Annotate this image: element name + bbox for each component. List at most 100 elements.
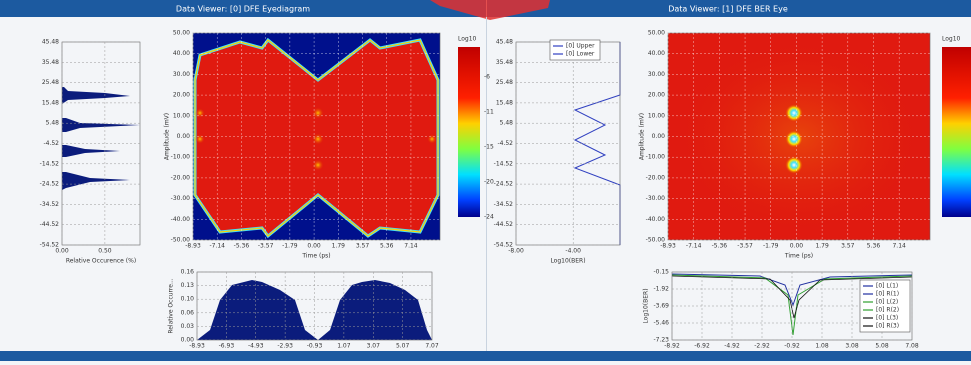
x-tick-label: -0.92 — [784, 343, 800, 350]
colorbar-tick-label: -11 — [484, 109, 494, 116]
y-tick-label: -24.52 — [494, 181, 514, 188]
y-tick-label: -5.46 — [653, 320, 669, 327]
y-tick-label: 5.48 — [500, 120, 514, 127]
y-tick-label: 50.00 — [648, 30, 665, 37]
y-tick-label: -24.52 — [40, 181, 60, 188]
eye-spot — [312, 133, 324, 145]
x-axis-title: Relative Occurence (%) — [66, 258, 136, 265]
x-tick-label: 1.07 — [337, 343, 351, 350]
colorbar-tick-label: -24 — [484, 214, 494, 221]
y-tick-label: -0.15 — [653, 269, 669, 276]
y-tick-label: 20.00 — [173, 92, 190, 99]
x-tick-label: 3.07 — [367, 343, 381, 350]
y-tick-label: 0.00 — [652, 133, 666, 140]
legend-label: [0] L(3) — [876, 315, 898, 322]
x-tick-label: -7.14 — [686, 243, 702, 250]
y-axis-title: Amplitude (mV) — [639, 113, 646, 160]
y-tick-label: -30.00 — [171, 195, 191, 202]
legend-label: [0] Upper — [566, 43, 595, 50]
colorbar — [942, 47, 971, 217]
y-axis-title: Relative Occurre... — [168, 278, 175, 333]
y-axis-title: Amplitude (mV) — [164, 113, 171, 160]
eye-spot — [427, 134, 437, 144]
colorbar-tick-label: -6 — [484, 74, 490, 81]
y-tick-label: -14.52 — [494, 160, 514, 167]
x-tick-label: 0.00 — [790, 243, 804, 250]
x-tick-label: -5.36 — [234, 243, 250, 250]
x-tick-label: 5.08 — [875, 343, 889, 350]
x-tick-label: -6.93 — [219, 343, 235, 350]
x-tick-label: -2.93 — [277, 343, 293, 350]
y-tick-label: -7.23 — [653, 337, 669, 344]
y-tick-label: -4.52 — [497, 140, 513, 147]
divider — [486, 17, 487, 351]
eye-spot — [195, 108, 205, 118]
panel-title: Data Viewer: [0] DFE Eyediagram — [176, 5, 310, 14]
y-tick-label: 0.10 — [181, 296, 195, 303]
status-bar — [0, 351, 971, 361]
y-tick-label: -40.00 — [171, 216, 191, 223]
y-tick-label: -50.00 — [171, 237, 191, 244]
x-tick-label: -2.92 — [754, 343, 770, 350]
y-tick-label: 20.00 — [648, 92, 665, 99]
colorbar — [458, 47, 480, 217]
x-tick-label: 3.08 — [845, 343, 859, 350]
colorbar-title: Log10 — [942, 36, 961, 43]
y-axis-title: Log10(BER) — [643, 288, 650, 323]
x-axis-title: Time (ps) — [301, 253, 330, 260]
y-tick-label: 0.00 — [181, 337, 195, 344]
legend-label: [0] L(2) — [876, 299, 898, 306]
x-tick-label: 0.00 — [55, 248, 69, 255]
legend-box — [859, 279, 911, 333]
ber-curve — [671, 275, 913, 319]
x-tick-label: -3.57 — [737, 243, 753, 250]
x-tick-label: -4.00 — [565, 248, 581, 255]
y-tick-label: -1.92 — [653, 286, 669, 293]
x-tick-label: 3.57 — [356, 243, 370, 250]
y-tick-label: -34.52 — [40, 201, 60, 208]
ber-spot — [785, 130, 803, 148]
panel-title: Data Viewer: [1] DFE BER Eye — [668, 5, 788, 14]
y-tick-label: 25.48 — [42, 79, 59, 86]
y-tick-label: 50.00 — [173, 30, 190, 37]
y-tick-label: -14.52 — [40, 160, 60, 167]
x-tick-label: 5.36 — [867, 243, 881, 250]
red-arrow — [430, 0, 550, 20]
x-tick-label: 0.50 — [98, 248, 112, 255]
y-tick-label: 10.00 — [648, 112, 665, 119]
y-tick-label: 0.00 — [177, 133, 191, 140]
y-tick-label: 30.00 — [173, 71, 190, 78]
x-tick-label: 1.79 — [332, 243, 346, 250]
eye-edge — [194, 39, 439, 237]
x-axis-title: Time (ps) — [784, 253, 813, 260]
legend-label: [0] R(2) — [876, 307, 899, 314]
y-tick-label: 0.03 — [181, 323, 195, 330]
x-tick-label: -4.92 — [724, 343, 740, 350]
y-tick-label: -40.00 — [646, 216, 666, 223]
eye-spot — [195, 134, 205, 144]
y-tick-label: -44.52 — [40, 221, 60, 228]
y-tick-label: 25.48 — [496, 79, 513, 86]
y-tick-label: 0.13 — [181, 282, 195, 289]
y-tick-label: 5.48 — [46, 120, 60, 127]
eye-spot — [312, 159, 324, 171]
y-tick-label: 10.00 — [173, 112, 190, 119]
x-tick-label: -8.93 — [185, 243, 201, 250]
y-tick-label: -54.52 — [494, 242, 514, 249]
legend-label: [0] Lower — [566, 51, 595, 58]
x-tick-label: 3.57 — [841, 243, 855, 250]
legend-label: [0] R(3) — [876, 323, 899, 330]
x-tick-label: 7.08 — [905, 343, 919, 350]
histogram-shape — [62, 87, 140, 190]
y-tick-label: -3.69 — [653, 303, 669, 310]
y-tick-label: -34.52 — [494, 201, 514, 208]
x-tick-label: -7.14 — [209, 243, 225, 250]
x-tick-label: 0.00 — [307, 243, 321, 250]
y-tick-label: -30.00 — [646, 195, 666, 202]
ber-curve — [573, 42, 621, 245]
x-tick-label: -6.92 — [694, 343, 710, 350]
x-tick-label: -1.79 — [763, 243, 779, 250]
y-tick-label: 35.48 — [496, 59, 513, 66]
x-tick-label: 7.14 — [892, 243, 906, 250]
